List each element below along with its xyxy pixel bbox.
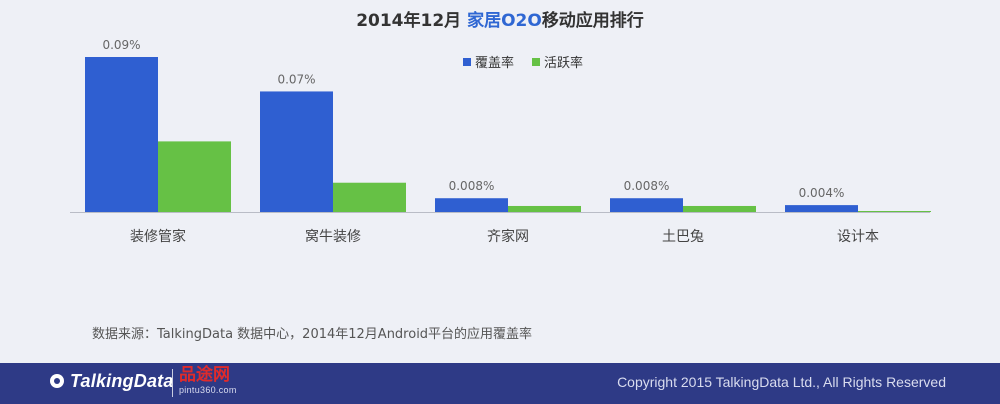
- bar-coverage-3: [610, 198, 683, 212]
- bars-group: [85, 57, 931, 212]
- legend: 覆盖率 活跃率: [463, 55, 583, 71]
- partner-name: 品途网: [179, 365, 230, 385]
- logo-divider: [172, 369, 173, 397]
- bar-active-1: [333, 182, 406, 212]
- bar-active-3: [683, 205, 756, 212]
- footer-bar: TalkingData 品途网 pintu360.com Copyright 20…: [0, 363, 1000, 404]
- source-note: 数据来源：TalkingData 数据中心，2014年12月Android平台的…: [92, 327, 533, 342]
- talkingdata-mark-icon: [50, 374, 64, 388]
- bar-coverage-4: [785, 205, 858, 212]
- bar-active-0: [158, 141, 231, 212]
- bar-active-4: [858, 211, 931, 212]
- title-suffix: 移动应用排行: [541, 11, 644, 31]
- data-label-0: 0.09%: [102, 38, 140, 52]
- labels-group: 0.09% 装修管家 0.07% 窝牛装修 0.008% 齐家网 0.008% 土巴兔 0.00…: [102, 38, 879, 245]
- category-label-0: 装修管家: [130, 228, 186, 245]
- bar-coverage-0: [85, 57, 158, 212]
- legend-swatch-active: [532, 58, 540, 66]
- partner-domain: pintu360.com: [179, 385, 237, 395]
- bar-chart: 0.09% 装修管家 0.07% 窝牛装修 0.008% 齐家网 0.008% 土巴兔 0.00…: [70, 38, 931, 245]
- bar-coverage-1: [260, 91, 333, 212]
- title-highlight: 家居O2O: [467, 11, 542, 31]
- bar-coverage-2: [435, 198, 508, 212]
- pintu-logo: 品途网 pintu360.com: [179, 366, 237, 396]
- data-label-1: 0.07%: [277, 72, 315, 86]
- chart-title: 2014年12月 家居O2O移动应用排行: [0, 6, 1000, 31]
- category-label-2: 齐家网: [487, 228, 529, 245]
- data-label-3: 0.008%: [624, 179, 670, 193]
- legend-label-coverage: 覆盖率: [475, 55, 514, 71]
- brand-name: TalkingData: [70, 371, 174, 391]
- category-label-1: 窝牛装修: [305, 228, 361, 245]
- talkingdata-logo: TalkingData: [50, 371, 174, 392]
- data-label-2: 0.008%: [449, 179, 495, 193]
- category-label-4: 设计本: [837, 229, 879, 245]
- legend-label-active: 活跃率: [544, 55, 583, 71]
- copyright-text: Copyright 2015 TalkingData Ltd., All Rig…: [617, 374, 946, 390]
- bar-active-2: [508, 205, 581, 212]
- title-prefix: 2014年12月: [356, 11, 468, 31]
- data-label-4: 0.004%: [799, 186, 845, 200]
- category-label-3: 土巴兔: [662, 229, 704, 245]
- legend-swatch-coverage: [463, 58, 471, 66]
